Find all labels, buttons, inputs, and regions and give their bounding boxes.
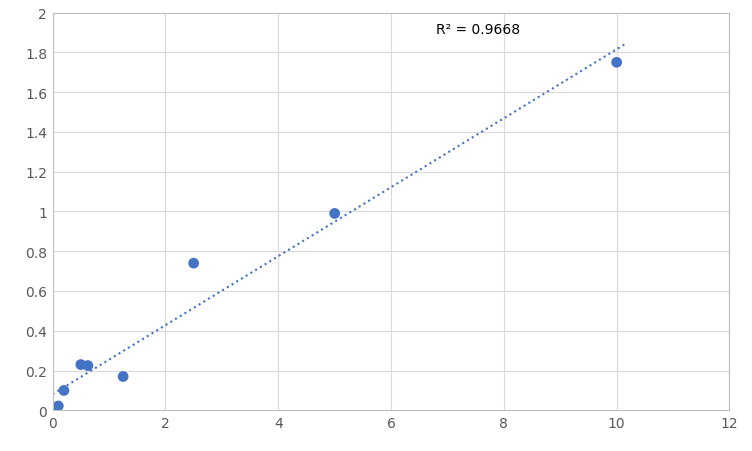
Point [187, 260, 199, 267]
Point [75, 361, 86, 368]
Point [117, 373, 129, 380]
Point [58, 387, 70, 394]
Point [329, 210, 341, 217]
Point [53, 402, 65, 410]
Text: R² = 0.9668: R² = 0.9668 [436, 23, 520, 37]
Point [611, 60, 623, 67]
Point [82, 362, 94, 369]
Point [47, 406, 59, 414]
